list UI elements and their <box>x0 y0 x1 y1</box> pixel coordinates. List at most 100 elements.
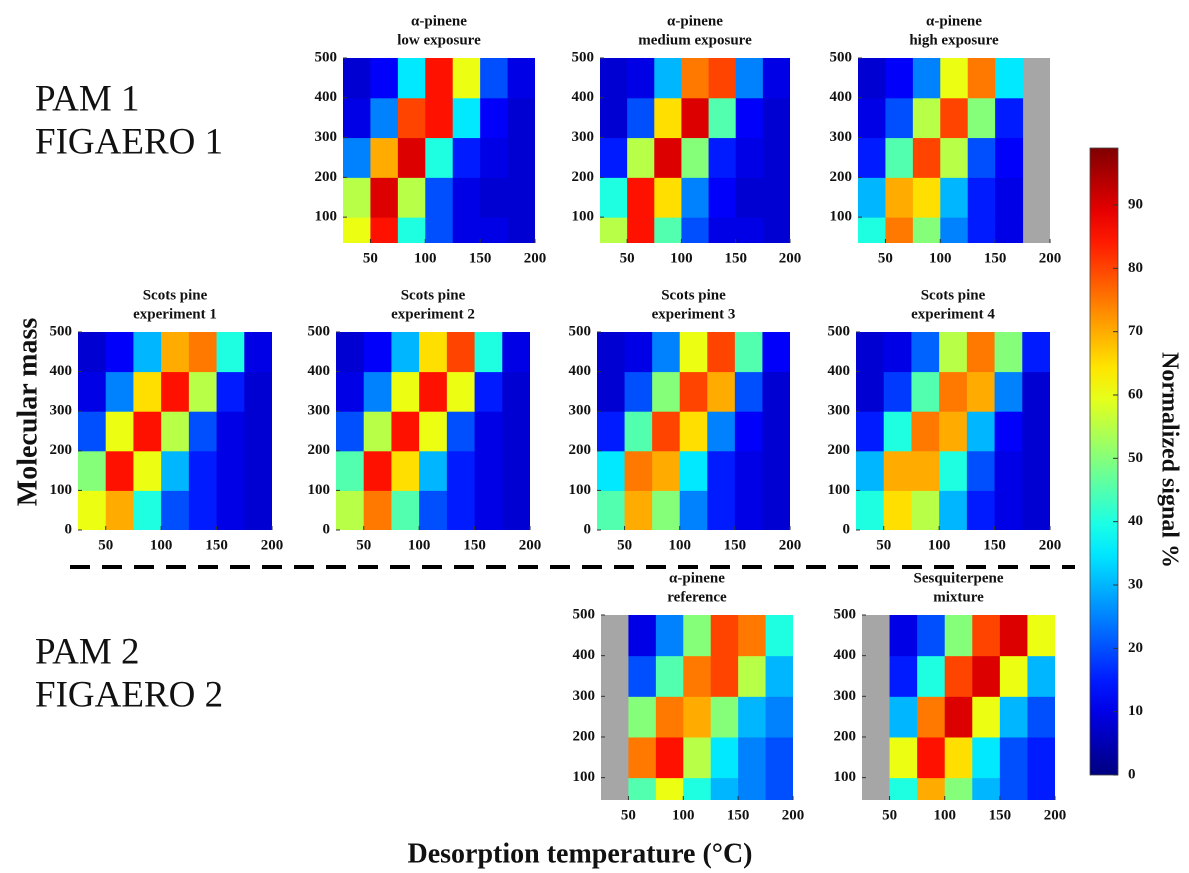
y-tick-label: 300 <box>50 403 73 419</box>
y-tick-label: 500 <box>569 323 592 339</box>
y-tick-label: 100 <box>830 209 853 225</box>
heatmap-cell <box>683 655 712 697</box>
heatmap-cell <box>708 217 737 243</box>
heatmap-cell <box>681 177 710 218</box>
heatmap-cell <box>683 777 712 800</box>
colorbar-tick-label: 20 <box>1128 640 1143 656</box>
x-tick-label: 100 <box>928 537 951 553</box>
panel-title: α-pinene <box>411 13 467 29</box>
heatmap-cell <box>999 777 1028 800</box>
heatmap-cell <box>336 490 365 530</box>
panel-title: α-pinene <box>667 13 723 29</box>
heatmap-cell <box>883 332 912 373</box>
heatmap-cell <box>911 450 940 491</box>
heatmap-cell <box>708 97 737 139</box>
x-tick-label: 50 <box>98 537 113 553</box>
heatmap-cell <box>999 736 1028 779</box>
heatmap-cell <box>966 450 996 491</box>
x-tick-label: 100 <box>672 807 695 823</box>
heatmap-cell <box>939 450 968 491</box>
heatmap-cell <box>502 450 530 491</box>
heatmap-cell <box>967 137 996 178</box>
heatmap-cell <box>858 177 886 218</box>
heatmap-cell <box>734 371 763 412</box>
heatmap-cell <box>480 177 509 218</box>
panel-title: mixture <box>933 589 984 605</box>
heatmap-cell <box>765 736 793 779</box>
heatmap-cell <box>502 411 530 452</box>
x-tick-label: 50 <box>621 807 636 823</box>
heatmap-cell <box>707 332 736 373</box>
heatmap-cell <box>885 217 914 243</box>
y-tick-label: 200 <box>315 169 338 185</box>
heatmap-cell <box>425 97 454 139</box>
heatmap-cell <box>597 450 626 491</box>
heatmap-cell <box>419 490 448 530</box>
x-tick-label: 100 <box>414 250 437 266</box>
x-tick-label: 200 <box>779 250 802 266</box>
heatmap-cell <box>627 97 655 139</box>
panel-title: experiment 4 <box>911 306 995 322</box>
heatmap-cell <box>679 371 708 412</box>
heatmap-cell <box>762 371 790 412</box>
heatmap-cell <box>188 332 218 373</box>
heatmap-cell <box>856 490 885 530</box>
heatmap-cell <box>883 490 912 530</box>
heatmap-cell <box>735 217 764 243</box>
heatmap-cell <box>912 58 941 99</box>
heatmap-cell <box>940 97 969 139</box>
y-tick-label: 0 <box>323 521 331 537</box>
heatmap-cell <box>105 411 134 452</box>
heatmap-cell <box>1022 332 1050 373</box>
y-tick-label: 100 <box>573 769 596 785</box>
heatmap-cell <box>940 177 969 218</box>
heatmap-cell <box>133 490 162 530</box>
heatmap <box>343 58 535 243</box>
y-tick-label: 100 <box>50 482 73 498</box>
y-tick-label: 300 <box>828 403 851 419</box>
heatmap-cell <box>885 177 914 218</box>
y-tick-label: 200 <box>834 728 857 744</box>
panel-title: Scots pine <box>401 287 466 303</box>
panel-title: high exposure <box>909 32 999 48</box>
heatmap-cell <box>597 332 626 373</box>
heatmap-cell <box>885 137 914 178</box>
heatmap <box>889 615 1055 800</box>
colorbar-label: Normalized signal % <box>1156 352 1182 568</box>
y-tick-label: 500 <box>573 606 596 622</box>
heatmap-cell <box>188 411 218 452</box>
heatmap-cell <box>999 615 1028 657</box>
heatmap-cell <box>883 411 912 452</box>
heatmap-cell <box>655 615 684 657</box>
heatmap-cell <box>939 411 968 452</box>
x-tick-label: 100 <box>670 250 693 266</box>
y-tick-label: 400 <box>830 89 853 105</box>
heatmap-cell <box>336 411 365 452</box>
heatmap-cell <box>654 97 682 139</box>
y-tick-label: 300 <box>308 403 331 419</box>
heatmap-cell <box>597 371 626 412</box>
heatmap-cell <box>244 490 272 530</box>
heatmap-cell <box>762 97 790 139</box>
heatmap-cell <box>738 777 767 800</box>
y-tick-label: 0 <box>584 521 592 537</box>
heatmap-cell <box>474 332 503 373</box>
heatmap-cell <box>999 696 1028 738</box>
heatmap-cell <box>419 332 448 373</box>
heatmap-cell <box>966 411 996 452</box>
heatmap-cell <box>343 97 371 139</box>
heatmap-cell <box>995 217 1024 243</box>
heatmap-cell <box>707 490 736 530</box>
heatmap-cell <box>446 450 476 491</box>
y-tick-label: 500 <box>830 49 853 65</box>
heatmap-cell <box>972 777 1001 800</box>
heatmap-cell <box>972 696 1001 738</box>
y-tick-label: 500 <box>828 323 851 339</box>
x-tick-label: 200 <box>1039 250 1062 266</box>
heatmap-cell <box>624 490 653 530</box>
colorbar-tick-label: 90 <box>1128 196 1143 212</box>
x-tick-label: 150 <box>205 537 228 553</box>
heatmap-cell <box>502 490 530 530</box>
x-tick-label: 50 <box>876 537 891 553</box>
heatmap-cell <box>627 217 655 243</box>
